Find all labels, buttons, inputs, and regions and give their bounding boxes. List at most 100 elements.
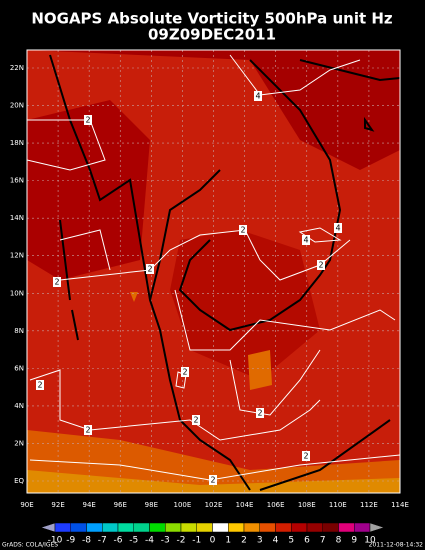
contour-label: 2	[37, 381, 42, 390]
colorbar-label: -7	[98, 536, 107, 546]
contour-label: 2	[257, 409, 262, 418]
contour-label-bg	[334, 223, 342, 233]
colorbar-box	[70, 522, 87, 533]
colorbar-box	[180, 522, 197, 533]
lat-label: 20N	[10, 102, 24, 110]
footer-right: 2011-12-08-14:32	[369, 542, 424, 549]
contour-label: 2	[210, 476, 215, 485]
lat-label: 8N	[14, 327, 24, 335]
lat-label: 18N	[10, 139, 24, 147]
colorbar-box	[243, 522, 260, 533]
contour-label: 2	[193, 416, 198, 425]
lat-label: 4N	[14, 402, 24, 410]
colorbar-label: -6	[114, 536, 123, 546]
lat-label: 16N	[10, 177, 24, 185]
lon-label: 106E	[267, 501, 285, 509]
lon-label: 104E	[236, 501, 254, 509]
colorbar-label: 10	[364, 536, 376, 546]
colorbar-end	[369, 522, 385, 533]
colorbar-box	[306, 522, 323, 533]
colorbar-end	[40, 522, 56, 533]
colorbar-label: -8	[82, 536, 91, 546]
contour-label-bg	[302, 451, 310, 461]
colorbar-label: -10	[48, 536, 63, 546]
contour-label: 4	[255, 92, 260, 101]
colorbar-box	[212, 522, 229, 533]
contour-label: 2	[54, 278, 59, 287]
lon-label: 100E	[174, 501, 192, 509]
field-region	[248, 350, 272, 390]
contour-label: 2	[318, 261, 323, 270]
lat-label: 12N	[10, 252, 24, 260]
colorbar-label: -1	[192, 536, 201, 546]
contour-label-bg	[256, 408, 264, 418]
contour-label: 4	[335, 224, 340, 233]
colorbar-box	[322, 522, 339, 533]
footer-left: GrADS: COLA/IGES	[2, 542, 58, 549]
colorbar-label: 1	[225, 536, 231, 546]
colorbar-box	[102, 522, 119, 533]
contour-label: 2	[182, 368, 187, 377]
lat-label: 10N	[10, 289, 24, 297]
colorbar-label: 8	[336, 536, 342, 546]
colorbar: -10 -9 -8 -7 -6 -5 -4 -3 -2 -1 0 1 2 3 4 5 6 7 8 9 10	[40, 522, 385, 546]
contour-label: 2	[303, 452, 308, 461]
grid	[27, 50, 400, 493]
contour-label-bg	[239, 225, 247, 235]
contour-label-bg	[192, 415, 200, 425]
colorbar-box	[133, 522, 150, 533]
contour-label: 2	[147, 265, 152, 274]
lon-label: 110E	[329, 501, 347, 509]
lat-label: 6N	[14, 364, 24, 372]
lon-label: 114E	[391, 501, 409, 509]
lat-label: EQ	[14, 477, 24, 485]
lon-label: 102E	[205, 501, 223, 509]
colorbar-box	[86, 522, 103, 533]
field-region	[27, 100, 150, 280]
contour-label-bg	[254, 91, 262, 101]
map-frame	[26, 49, 401, 494]
colorbar-label: 9	[351, 536, 357, 546]
colorbar-label: -2	[177, 536, 186, 546]
axes: 22N 20N 18N 16N 14N 12N 10N 8N 6N 4N 2N EQ 90E 92E 94E…	[10, 64, 409, 509]
lat-label: 22N	[10, 64, 24, 72]
contour-label-bg	[84, 425, 92, 435]
contour-label-bg	[209, 475, 217, 485]
colorbar-box	[338, 522, 355, 533]
lon-label: 92E	[51, 501, 64, 509]
contour-label-bg	[302, 235, 310, 245]
contour-label: 2	[85, 426, 90, 435]
colorbar-box	[54, 522, 71, 533]
lon-label: 112E	[360, 501, 378, 509]
colorbar-label: 6	[304, 536, 310, 546]
contour-label: 2	[85, 116, 90, 125]
colorbar-label: 4	[273, 536, 279, 546]
colorbar-box	[149, 522, 166, 533]
field-region	[27, 470, 400, 493]
contour-label: 4	[303, 236, 308, 245]
subtitle: 09Z09DEC2011	[148, 26, 276, 44]
colorbar-box	[354, 522, 371, 533]
colorbar-label: 0	[210, 536, 216, 546]
colorbar-label: 3	[257, 536, 263, 546]
title: NOGAPS Absolute Vorticity 500hPa unit Hz	[31, 10, 393, 28]
contour-label-bg	[317, 260, 325, 270]
contour-label-bg	[84, 115, 92, 125]
colorbar-label: -3	[161, 536, 170, 546]
contour-label-bg	[53, 277, 61, 287]
field-region	[130, 292, 138, 302]
lon-label: 98E	[145, 501, 158, 509]
lon-label: 108E	[298, 501, 316, 509]
contour-labels: 4 2 2 2 2 4 4 2 2 2 2 2 2 2 2	[36, 91, 342, 485]
field-region	[170, 230, 320, 380]
colorbar-label: 7	[320, 536, 326, 546]
contour-label-bg	[146, 264, 154, 274]
colorbar-box	[196, 522, 213, 533]
colorbar-box	[275, 522, 292, 533]
contour-label: 2	[240, 226, 245, 235]
colorbar-label: 5	[288, 536, 294, 546]
lon-label: 90E	[20, 501, 33, 509]
coastline	[49, 54, 401, 491]
colorbar-label: 2	[241, 536, 247, 546]
